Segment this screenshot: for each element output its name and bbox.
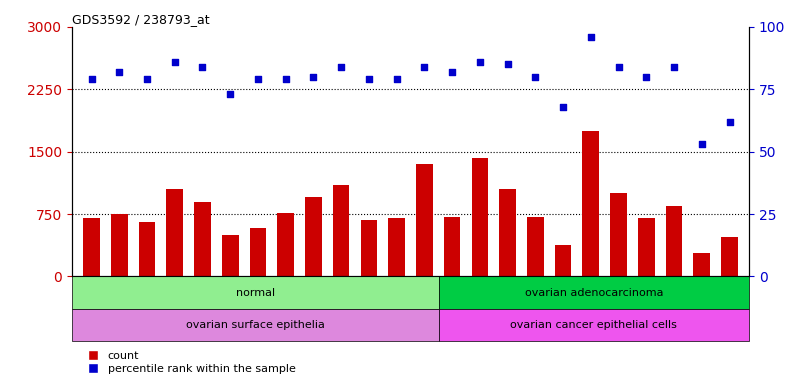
Bar <box>167 189 183 276</box>
Point <box>307 74 320 80</box>
Bar <box>250 228 266 276</box>
Bar <box>111 214 127 276</box>
Point <box>695 141 708 147</box>
Point <box>612 64 625 70</box>
Text: GDS3592 / 238793_at: GDS3592 / 238793_at <box>72 13 210 26</box>
Bar <box>388 218 405 276</box>
Point <box>168 59 181 65</box>
Bar <box>305 197 322 276</box>
Bar <box>694 253 710 276</box>
Bar <box>444 217 461 276</box>
Legend: count, percentile rank within the sample: count, percentile rank within the sample <box>78 347 300 378</box>
Point <box>223 91 236 98</box>
Point <box>585 34 598 40</box>
Point <box>723 119 736 125</box>
Bar <box>194 202 211 276</box>
Bar <box>721 237 738 276</box>
Bar <box>499 189 516 276</box>
Bar <box>333 185 349 276</box>
Bar <box>277 213 294 276</box>
Point <box>529 74 541 80</box>
Point <box>390 76 403 83</box>
Bar <box>582 131 599 276</box>
Point <box>335 64 348 70</box>
Point <box>473 59 486 65</box>
Point <box>557 104 570 110</box>
Point <box>85 76 98 83</box>
Bar <box>638 218 654 276</box>
Point <box>640 74 653 80</box>
Bar <box>555 245 571 276</box>
Point <box>196 64 209 70</box>
Text: ovarian cancer epithelial cells: ovarian cancer epithelial cells <box>510 320 678 330</box>
Text: ovarian surface epithelia: ovarian surface epithelia <box>186 320 325 330</box>
Bar <box>666 206 682 276</box>
Bar <box>610 193 627 276</box>
Point <box>113 69 126 75</box>
Bar <box>439 309 749 341</box>
Point <box>280 76 292 83</box>
Bar <box>527 217 544 276</box>
Text: ovarian adenocarcinoma: ovarian adenocarcinoma <box>525 288 663 298</box>
Bar <box>472 157 488 276</box>
Point <box>445 69 458 75</box>
Point <box>418 64 431 70</box>
Point <box>501 61 514 68</box>
Bar <box>222 235 239 276</box>
Point <box>363 76 376 83</box>
Bar <box>139 222 155 276</box>
Point <box>252 76 264 83</box>
Bar <box>83 218 100 276</box>
Bar <box>72 309 439 341</box>
Bar <box>360 220 377 276</box>
Point <box>667 64 680 70</box>
Bar <box>416 164 433 276</box>
Bar <box>72 276 439 309</box>
Bar <box>439 276 749 309</box>
Text: normal: normal <box>235 288 275 298</box>
Point <box>141 76 154 83</box>
